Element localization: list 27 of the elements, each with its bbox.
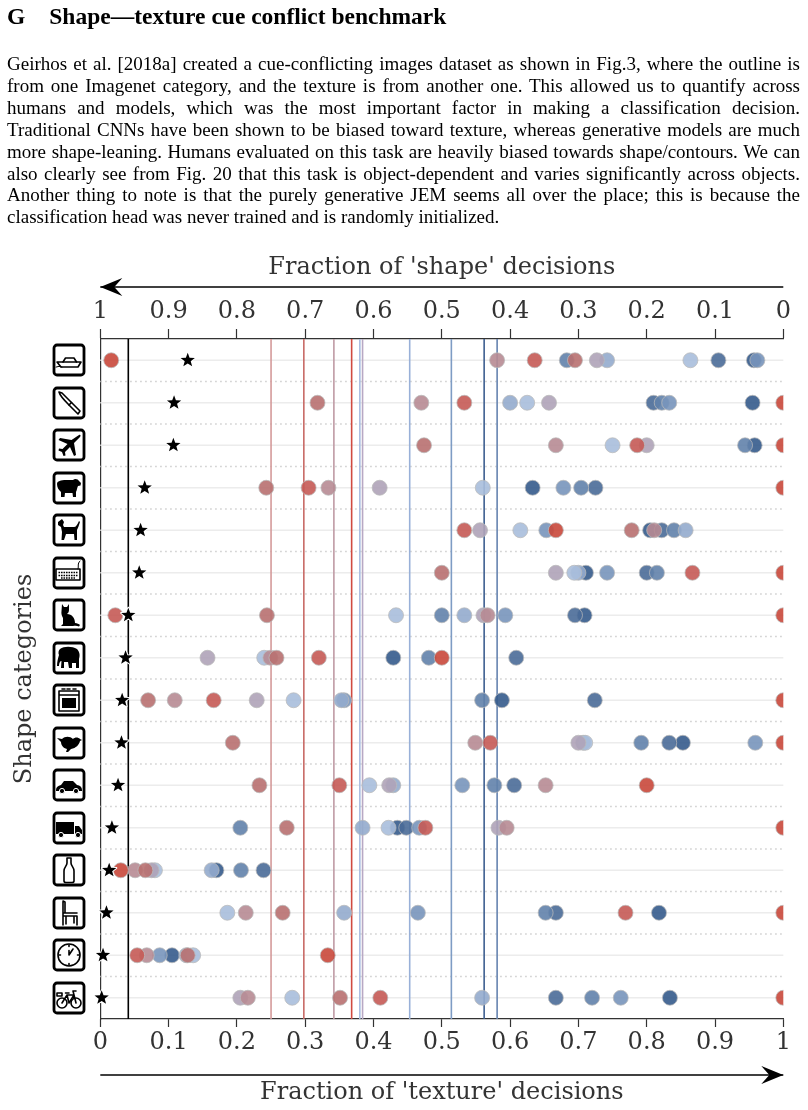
x-tick-label: 0.3 xyxy=(286,1026,325,1055)
chart-title: G Shape—texture cue conflict benchmark xyxy=(7,3,447,29)
x-tick-label: 0.4 xyxy=(354,1026,393,1055)
x2-tick-label: 1 xyxy=(92,295,108,324)
x2-tick-label: 0.8 xyxy=(217,295,256,324)
x2-tick-label: 0.2 xyxy=(627,295,666,324)
x-tick-label: 0 xyxy=(92,1026,108,1055)
x-tick-label: 1 xyxy=(775,1026,791,1055)
y-axis-title: Shape categories xyxy=(9,573,38,785)
x-axis-title: Fraction of 'texture' decisions xyxy=(260,1077,624,1106)
x2-tick-label: 0.1 xyxy=(695,295,735,324)
x-tick-label: 0.6 xyxy=(491,1026,530,1055)
x2-axis-title: Fraction of 'shape' decisions xyxy=(268,252,616,281)
x2-tick-label: 0.7 xyxy=(286,295,325,324)
text: Geirhos et al. [2018a] created a cue-conflicting images dataset as shown in Fig.3, where the outline is from one Imagenet category, and the texture is from another one. This allowed us to quantify across humans and models, which was the most important factor in making a classification decision. Traditional CNNs have been shown to be biased toward texture, whereas generative models are much more shape-leaning. Humans evaluated on this task are heavily biased towards shape/contours. We can also clearly see from Fig. 20 that this task is object-dependent and varies significantly across objects. Another thing to note is that the purely generative JEM seems all over the place; this is because the classification head was never trained and is randomly initialized. xyxy=(7,53,800,229)
x-tick-label: 0.5 xyxy=(422,1026,461,1055)
x-tick-label: 0.9 xyxy=(695,1026,735,1055)
x2-tick-label: 0.6 xyxy=(354,295,393,324)
x2-tick-label: 0.9 xyxy=(149,295,188,324)
x-tick-label: 0.8 xyxy=(627,1026,666,1055)
x-tick-label: 0.2 xyxy=(217,1026,256,1055)
x-tick-label: 0.7 xyxy=(559,1026,598,1055)
x2-tick-label: 0.3 xyxy=(559,295,598,324)
x2-tick-label: 0.5 xyxy=(422,295,461,324)
x2-tick-label: 0.4 xyxy=(491,295,530,324)
x2-tick-label: 0 xyxy=(775,295,791,324)
x-tick-label: 0.1 xyxy=(149,1026,188,1055)
